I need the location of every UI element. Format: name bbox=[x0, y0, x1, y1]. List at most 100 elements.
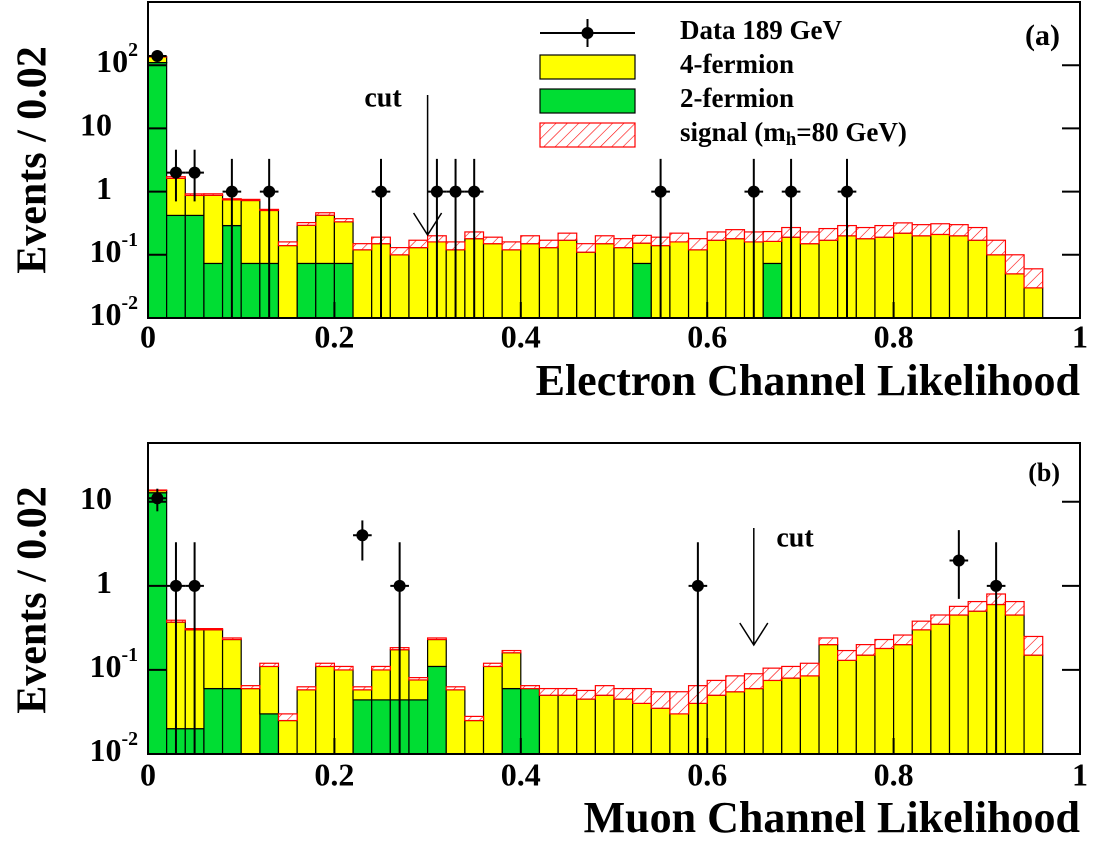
data-point bbox=[188, 579, 201, 592]
legend-swatch bbox=[539, 122, 636, 148]
bar bbox=[333, 262, 354, 319]
bar bbox=[911, 629, 932, 755]
signal-bar bbox=[445, 686, 466, 691]
signal-bar bbox=[725, 229, 746, 240]
signal-bar bbox=[911, 620, 932, 631]
signal-bar bbox=[911, 224, 932, 237]
bar bbox=[725, 691, 746, 755]
bar bbox=[296, 689, 317, 755]
signal-bar bbox=[799, 231, 820, 245]
signal-bar bbox=[203, 628, 224, 631]
bar bbox=[1004, 273, 1025, 319]
bar bbox=[799, 675, 820, 755]
bar bbox=[445, 689, 466, 755]
data-point bbox=[468, 185, 481, 198]
data-point bbox=[841, 185, 853, 198]
data-point bbox=[375, 185, 387, 198]
bar bbox=[352, 699, 373, 755]
data-point bbox=[747, 185, 760, 198]
y-tick-label: 1 bbox=[96, 170, 112, 206]
y-tick-label: 10-2 bbox=[89, 292, 138, 333]
signal-bar bbox=[259, 662, 280, 668]
data-point bbox=[169, 579, 182, 592]
bar bbox=[874, 236, 895, 319]
y-tick-label: 10 bbox=[80, 480, 112, 516]
bar bbox=[296, 262, 317, 319]
signal-bar bbox=[501, 241, 522, 251]
x-tick-label: 1 bbox=[1072, 756, 1088, 792]
bar bbox=[1004, 614, 1025, 755]
plot bbox=[147, 488, 1044, 755]
signal-bar bbox=[762, 230, 783, 242]
signal-bar bbox=[632, 234, 652, 244]
data-point bbox=[393, 579, 406, 592]
bar bbox=[203, 629, 224, 690]
bar bbox=[333, 669, 354, 755]
signal-bar bbox=[501, 649, 522, 654]
x-tick-label: 0.4 bbox=[501, 756, 541, 792]
signal-bar bbox=[557, 687, 578, 696]
bar bbox=[482, 243, 503, 319]
signal-bar bbox=[520, 235, 541, 245]
signal-bar bbox=[650, 691, 671, 709]
data-point bbox=[263, 185, 276, 198]
signal-bar bbox=[296, 222, 317, 226]
y-tick-label: 10-1 bbox=[89, 228, 138, 269]
signal-bar bbox=[706, 679, 727, 696]
bar bbox=[725, 238, 746, 319]
signal-bar bbox=[576, 243, 596, 253]
signal-bar bbox=[277, 713, 298, 722]
bar bbox=[892, 232, 913, 319]
bar bbox=[837, 659, 857, 755]
signal-bar bbox=[781, 665, 802, 679]
x-tick-label: 0.6 bbox=[687, 756, 727, 792]
signal-bar bbox=[408, 677, 429, 681]
signal-bar bbox=[240, 198, 261, 202]
bar bbox=[501, 687, 522, 755]
signal-bar bbox=[799, 662, 820, 677]
data-point bbox=[430, 185, 443, 198]
signal-bar bbox=[892, 222, 913, 234]
legend-swatch bbox=[539, 54, 636, 80]
bar bbox=[240, 262, 261, 319]
bar bbox=[855, 654, 876, 755]
bar bbox=[240, 199, 261, 265]
signal-bar bbox=[352, 686, 373, 691]
signal-bar bbox=[482, 236, 503, 245]
bar bbox=[501, 249, 522, 319]
signal-bar bbox=[557, 232, 578, 241]
plot bbox=[147, 49, 1044, 319]
bar bbox=[743, 687, 764, 755]
data-point bbox=[356, 529, 369, 542]
bar bbox=[371, 669, 391, 701]
signal-bar bbox=[743, 673, 764, 690]
signal-bar bbox=[687, 238, 708, 251]
bar bbox=[762, 262, 783, 319]
bar bbox=[315, 665, 336, 755]
bar bbox=[706, 239, 727, 319]
signal-bar bbox=[1004, 254, 1025, 275]
bar bbox=[1023, 287, 1044, 319]
bar bbox=[277, 719, 298, 755]
signal-bar bbox=[482, 662, 503, 668]
signal-bar bbox=[874, 638, 895, 650]
bar bbox=[427, 665, 447, 755]
data-point bbox=[169, 166, 182, 179]
signal-bar bbox=[333, 665, 354, 671]
y-axis-title: Events / 0.02 bbox=[10, 46, 56, 274]
x-tick-label: 0.6 bbox=[687, 318, 727, 354]
bar bbox=[762, 679, 783, 755]
bar bbox=[613, 246, 634, 319]
bar bbox=[203, 687, 224, 755]
signal-bar bbox=[855, 226, 876, 240]
bar bbox=[147, 492, 168, 755]
bar bbox=[613, 698, 634, 755]
signal-bar bbox=[594, 685, 615, 696]
bar bbox=[930, 623, 951, 755]
signal-bar bbox=[538, 687, 559, 696]
bar bbox=[948, 614, 969, 755]
panel-label: (a) bbox=[1025, 19, 1060, 52]
bar bbox=[594, 243, 615, 319]
bar bbox=[482, 665, 503, 755]
